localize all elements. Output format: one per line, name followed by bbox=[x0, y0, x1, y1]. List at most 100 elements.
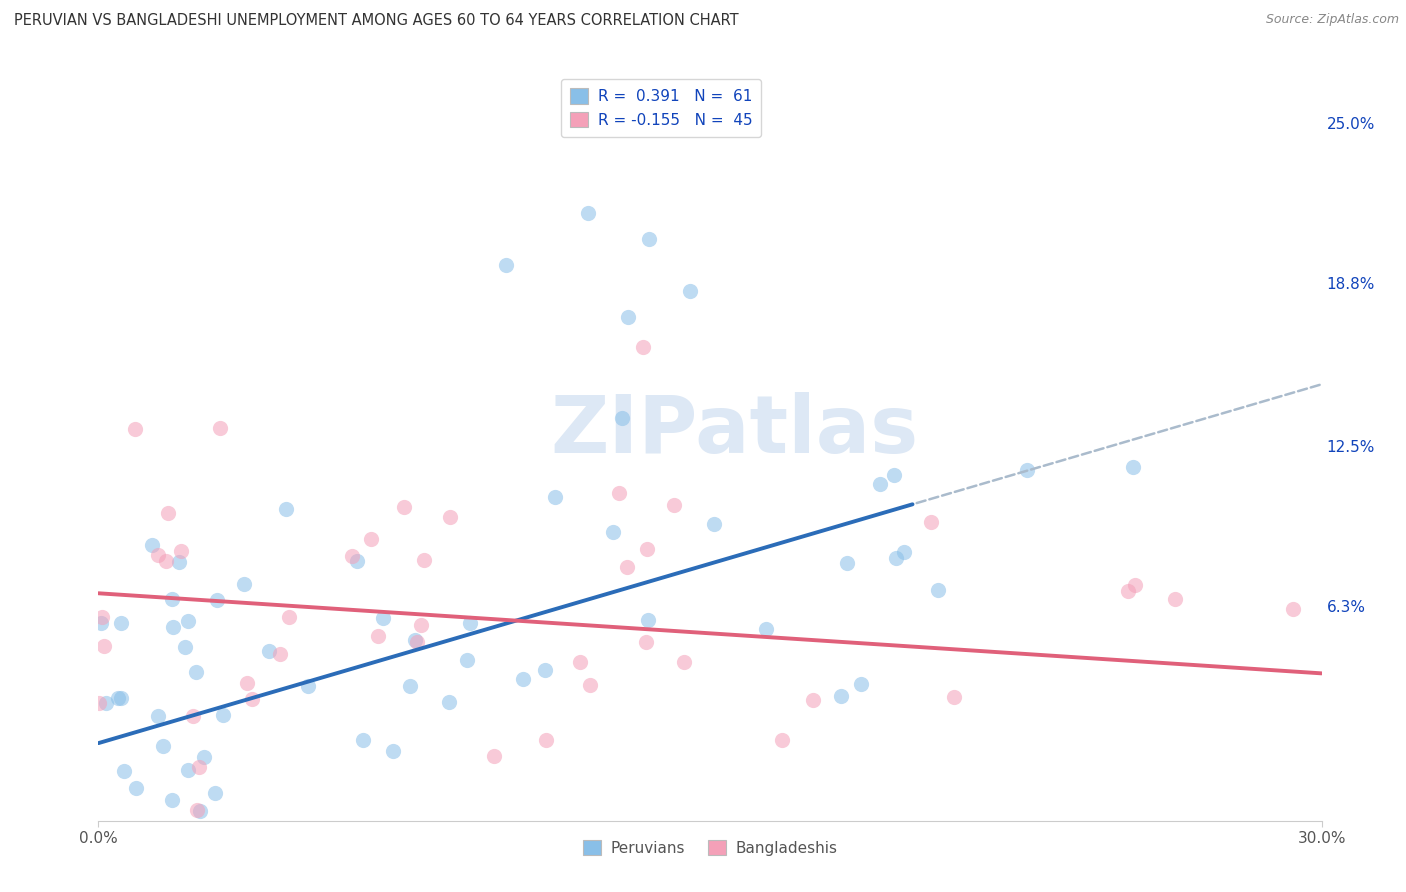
Point bbox=[869, 476, 891, 491]
Point bbox=[482, 748, 505, 763]
Point bbox=[851, 677, 873, 691]
Point bbox=[636, 635, 658, 649]
Point bbox=[156, 506, 179, 520]
Point bbox=[204, 786, 226, 800]
Point bbox=[703, 517, 725, 532]
Point bbox=[94, 697, 117, 711]
Point bbox=[1123, 578, 1146, 592]
Point bbox=[352, 733, 374, 747]
Point bbox=[399, 680, 422, 694]
Point bbox=[186, 665, 208, 680]
Point bbox=[122, 864, 145, 879]
Point bbox=[177, 615, 200, 629]
Point bbox=[269, 647, 291, 661]
Point bbox=[544, 490, 567, 504]
Point bbox=[177, 764, 200, 778]
Point bbox=[277, 610, 299, 624]
Point bbox=[602, 525, 624, 540]
Point bbox=[110, 691, 132, 706]
Point bbox=[141, 849, 163, 863]
Point bbox=[346, 554, 368, 568]
Point bbox=[240, 692, 263, 706]
Point bbox=[755, 622, 778, 636]
Point bbox=[124, 780, 146, 795]
Point bbox=[801, 693, 824, 707]
Point bbox=[413, 552, 436, 566]
Point bbox=[536, 733, 558, 747]
Point bbox=[89, 697, 111, 711]
Point bbox=[93, 639, 115, 653]
Point bbox=[90, 615, 112, 630]
Point bbox=[439, 510, 461, 524]
Point bbox=[636, 541, 658, 556]
Point bbox=[174, 640, 197, 654]
Point bbox=[576, 206, 599, 220]
Point bbox=[631, 340, 654, 354]
Point bbox=[162, 620, 184, 634]
Point bbox=[112, 764, 135, 779]
Point bbox=[458, 615, 481, 630]
Point bbox=[208, 421, 231, 435]
Point bbox=[637, 613, 659, 627]
Point bbox=[568, 655, 591, 669]
Point bbox=[884, 551, 907, 566]
Point bbox=[360, 533, 382, 547]
Point bbox=[672, 655, 695, 669]
Point bbox=[394, 500, 416, 514]
Point bbox=[883, 468, 905, 483]
Point bbox=[236, 676, 259, 690]
Point bbox=[972, 849, 994, 863]
Point bbox=[152, 739, 174, 753]
Point bbox=[371, 611, 394, 625]
Point bbox=[211, 708, 233, 723]
Point bbox=[141, 538, 163, 552]
Point bbox=[188, 804, 211, 818]
Point bbox=[274, 502, 297, 516]
Point bbox=[943, 690, 966, 704]
Point bbox=[297, 679, 319, 693]
Point bbox=[893, 545, 915, 559]
Point bbox=[110, 616, 132, 631]
Point bbox=[406, 635, 429, 649]
Text: Source: ZipAtlas.com: Source: ZipAtlas.com bbox=[1265, 13, 1399, 27]
Point bbox=[1116, 584, 1139, 599]
Point bbox=[146, 548, 169, 562]
Point bbox=[830, 689, 852, 703]
Point bbox=[679, 284, 702, 298]
Point bbox=[188, 760, 211, 774]
Point bbox=[1122, 459, 1144, 474]
Point bbox=[186, 803, 208, 817]
Point bbox=[610, 410, 633, 425]
Point bbox=[232, 576, 254, 591]
Point bbox=[181, 709, 204, 723]
Point bbox=[495, 258, 517, 272]
Point bbox=[259, 644, 281, 658]
Point bbox=[91, 610, 114, 624]
Point bbox=[342, 549, 364, 563]
Point bbox=[381, 744, 404, 758]
Point bbox=[155, 553, 177, 567]
Point bbox=[579, 678, 602, 692]
Point bbox=[404, 632, 426, 647]
Point bbox=[920, 515, 942, 529]
Point bbox=[359, 888, 381, 892]
Point bbox=[1017, 463, 1039, 477]
Point bbox=[512, 672, 534, 686]
Point bbox=[124, 422, 146, 436]
Point bbox=[160, 591, 183, 606]
Point bbox=[616, 560, 638, 574]
Point bbox=[205, 593, 228, 607]
Point bbox=[927, 582, 949, 597]
Point bbox=[664, 498, 686, 512]
Point bbox=[617, 310, 640, 324]
Point bbox=[409, 617, 432, 632]
Point bbox=[637, 232, 661, 246]
Point bbox=[437, 695, 460, 709]
Point bbox=[609, 486, 631, 500]
Point bbox=[456, 653, 478, 667]
Point bbox=[160, 793, 183, 807]
Text: PERUVIAN VS BANGLADESHI UNEMPLOYMENT AMONG AGES 60 TO 64 YEARS CORRELATION CHART: PERUVIAN VS BANGLADESHI UNEMPLOYMENT AMO… bbox=[14, 13, 738, 29]
Text: ZIPatlas: ZIPatlas bbox=[550, 392, 918, 470]
Point bbox=[1164, 592, 1187, 607]
Point bbox=[835, 557, 858, 571]
